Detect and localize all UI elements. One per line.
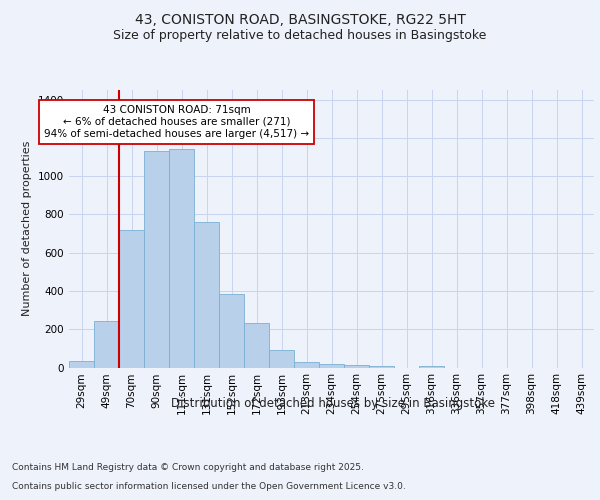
Bar (169, 150, 194, 368)
Bar (244, 324, 269, 368)
Bar (119, 230, 144, 368)
Bar (94, 320, 119, 368)
Y-axis label: Number of detached properties: Number of detached properties (22, 141, 32, 316)
Text: 43, CONISTON ROAD, BASINGSTOKE, RG22 5HT: 43, CONISTON ROAD, BASINGSTOKE, RG22 5HT (134, 12, 466, 26)
Bar (69, 361, 94, 368)
Bar (319, 364, 344, 368)
Text: Contains public sector information licensed under the Open Government Licence v3: Contains public sector information licen… (12, 482, 406, 491)
Text: 43 CONISTON ROAD: 71sqm
← 6% of detached houses are smaller (271)
94% of semi-de: 43 CONISTON ROAD: 71sqm ← 6% of detached… (44, 106, 309, 138)
Bar (144, 151, 169, 368)
Bar (344, 364, 369, 368)
Text: Contains HM Land Registry data © Crown copyright and database right 2025.: Contains HM Land Registry data © Crown c… (12, 464, 364, 472)
Bar (219, 294, 244, 368)
Bar (294, 362, 319, 368)
Text: Distribution of detached houses by size in Basingstoke: Distribution of detached houses by size … (171, 398, 495, 410)
Bar (269, 350, 294, 368)
Text: Size of property relative to detached houses in Basingstoke: Size of property relative to detached ho… (113, 29, 487, 42)
Bar (419, 366, 444, 368)
Bar (194, 222, 219, 368)
Bar (369, 366, 394, 368)
